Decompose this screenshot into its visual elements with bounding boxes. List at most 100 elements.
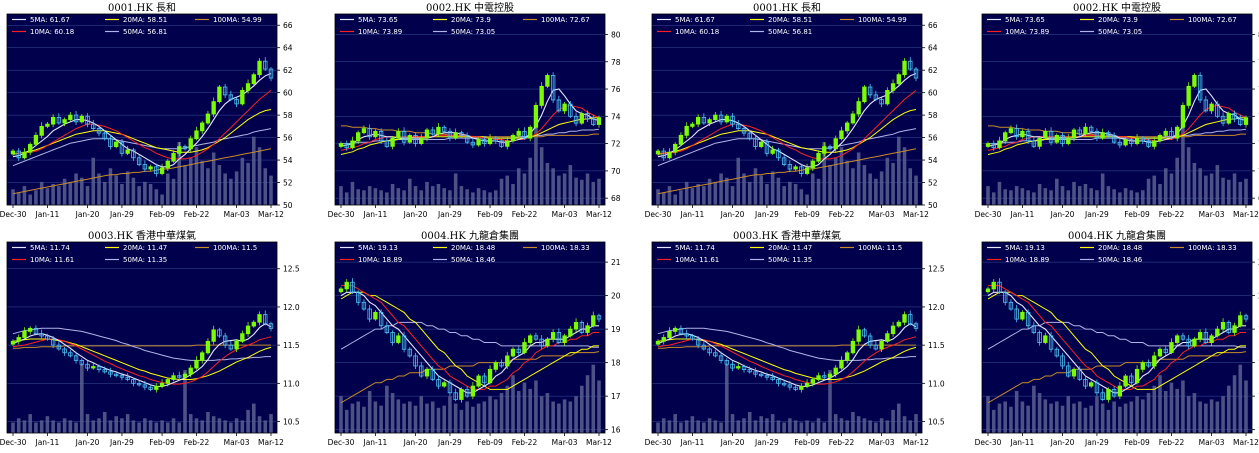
candle-body [350,281,355,293]
candle-body [33,134,39,145]
candle-body [1111,389,1117,397]
candle-body [396,335,401,343]
volume-bar [713,420,718,433]
volume-bar [137,422,141,433]
x-tick-label: Jan-20 [403,210,428,219]
x-tick-label: Dec-30 [645,210,672,219]
candle-body [1066,365,1071,377]
volume-bar [908,420,913,433]
volume-bar [425,181,429,205]
candle-body [1197,74,1203,101]
volume-bar [902,416,907,433]
volume-bar [776,420,781,433]
x-tick-label: Feb-09 [1124,210,1150,219]
x-tick-label: Jan-11 [1009,210,1034,219]
candle-body [401,130,407,143]
volume-bar [108,168,113,205]
candle-body [885,90,890,105]
candle-body [568,103,573,117]
volume-bar [696,420,700,433]
chart-title: 0003.HK 香港中華煤氣 [88,229,196,242]
candle-body [764,375,770,378]
candle-body [344,281,349,290]
candle-body [234,98,239,105]
candle-body [159,167,165,174]
legend-label-ma100: 100MA: 11.5 [213,244,257,252]
volume-bar [1060,405,1065,433]
chart-title: 0004.HK 九龍倉集團 [421,229,519,242]
volume-bar [476,403,481,433]
candle-body [850,340,856,354]
candle-body [367,308,372,320]
candle-body [16,150,21,159]
x-tick-label: Dec-30 [645,438,672,447]
candle-body [79,115,84,123]
volume-bar [1060,186,1065,205]
y-tick-label: 54 [928,156,938,165]
x-tick-label: Feb-09 [149,210,175,219]
candle-body [556,332,562,343]
y-tick-label: 12.0 [283,303,300,312]
volume-bar [656,422,660,433]
y-tick-label: 62 [283,66,293,75]
volume-bar [68,420,73,433]
ma5-line [340,291,599,394]
volume-bar [57,422,61,433]
candle-body [228,94,234,100]
volume-bar [562,173,567,205]
volume-bar [1106,409,1111,433]
candle-body [913,323,919,329]
candle-body [591,315,596,327]
volume-bar [707,418,712,433]
volume-bar [362,406,366,433]
candle-body [997,281,1002,293]
chart-panel-0002: 0002.HK 中電控股68707274767880Dec-30Jan-11Ja… [975,0,1259,225]
volume-bar [45,188,50,205]
volume-bar [702,186,706,205]
candle-body [39,333,44,337]
volume-bar [74,422,78,433]
volume-bar [28,414,32,433]
candle-body [810,379,815,384]
candle-body [787,164,793,170]
y-tick-label: 56 [283,134,293,143]
x-tick-label: Jan-11 [34,438,59,447]
volume-bar [148,420,153,433]
candle-body [68,352,73,357]
volume-bar [269,414,273,433]
volume-bar [1141,399,1145,433]
volume-bar [120,418,124,433]
volume-bar [154,422,159,433]
y-tick-label: 64 [928,44,938,53]
volume-bar [200,160,204,205]
volume-bar [568,165,573,205]
candle-body [562,103,567,112]
candle-body [407,135,412,143]
volume-bar [1163,390,1168,433]
candle-body [596,117,602,125]
candle-body [753,138,758,147]
volume-bar [765,418,769,433]
volume-bar [908,168,913,205]
legend-label-ma10: 10MA: 73.89 [358,28,402,36]
candle-body [678,327,684,335]
volume-bar [74,173,78,205]
y-tick-label: 18 [611,359,621,368]
volume-bar [1032,385,1036,433]
candle-body [367,128,372,138]
candle-body [1003,291,1008,303]
chart-title: 0004.HK 九龍倉集團 [1068,229,1166,242]
candle-body [142,164,148,170]
candle-body [350,140,355,149]
volume-bar [367,390,372,433]
volume-bar [379,405,383,433]
candle-body [131,379,136,384]
candle-body [430,368,435,380]
candle-body [464,389,470,397]
candle-body [1060,355,1065,367]
ma100-line [340,351,600,404]
legend-label-ma100: 100MA: 11.5 [858,244,902,252]
y-tick-label: 52 [283,179,293,188]
volume-bar [1181,115,1185,205]
x-tick-label: Mar-03 [1199,438,1225,447]
